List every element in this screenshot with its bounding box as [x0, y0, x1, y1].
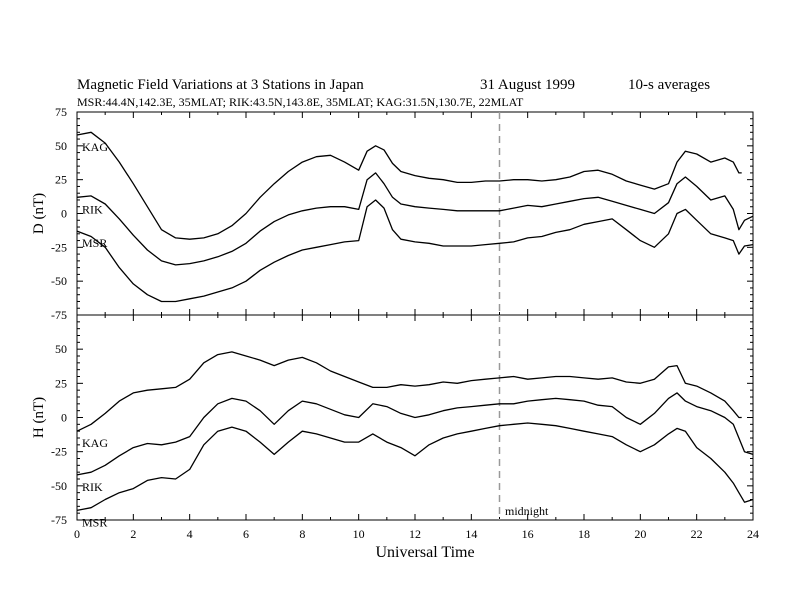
h-series-label-kag: KAG	[82, 436, 108, 450]
d-y-tick-label: 25	[55, 173, 67, 187]
d-series-rik	[76, 172, 754, 266]
x-tick-label: 6	[243, 527, 249, 541]
d-series-label-rik: RIK	[82, 202, 103, 216]
h-y-tick-label: 50	[55, 342, 67, 356]
chart-title: Magnetic Field Variations at 3 Stations …	[77, 77, 364, 93]
h-y-axis-label: H (nT)	[31, 397, 47, 438]
h-series-kag	[76, 351, 742, 432]
x-tick-label: 14	[465, 527, 477, 541]
x-tick-label: 2	[130, 527, 136, 541]
h-series-msr	[76, 422, 754, 512]
d-component-panel: 75 50 25 0 -25 -50 -75 D (nT) KAG RIK MSR	[31, 105, 754, 322]
x-tick-label: 4	[187, 527, 193, 541]
x-tick-label: 18	[578, 527, 590, 541]
x-tick-label: 22	[691, 527, 703, 541]
x-tick-label: 0	[74, 527, 80, 541]
h-y-tick-label: 0	[61, 411, 67, 425]
d-series-msr	[76, 199, 754, 303]
h-y-tick-label: 25	[55, 376, 67, 390]
h-series-label-msr: MSR	[82, 515, 107, 529]
x-tick-label: 20	[634, 527, 646, 541]
x-tick-label: 12	[409, 527, 421, 541]
h-series-label-rik: RIK	[82, 480, 103, 494]
d-series-kag	[76, 131, 742, 240]
x-axis-label: Universal Time	[375, 544, 474, 561]
d-y-tick-label: -25	[51, 240, 67, 254]
midnight-label: midnight	[505, 504, 549, 518]
d-y-tick-label: -50	[51, 274, 67, 288]
chart-subtitle: MSR:44.4N,142.3E, 35MLAT; RIK:43.5N,143.…	[77, 95, 524, 109]
x-tick-label: 8	[299, 527, 305, 541]
x-tick-label: 24	[747, 527, 759, 541]
d-panel-frame	[76, 111, 754, 316]
x-tick-label: 10	[353, 527, 365, 541]
chart-averaging-note: 10-s averages	[628, 77, 710, 93]
d-series-label-msr: MSR	[82, 236, 107, 250]
h-series-rik	[76, 392, 754, 476]
d-series-label-kag: KAG	[82, 140, 108, 154]
d-y-tick-label: 50	[55, 139, 67, 153]
h-y-tick-label: -50	[51, 479, 67, 493]
d-y-axis-label: D (nT)	[31, 193, 47, 234]
d-y-tick-label: 75	[55, 105, 67, 119]
d-y-tick-label: 0	[61, 207, 67, 221]
d-y-tick-label: -75	[51, 308, 67, 322]
h-y-tick-label: -25	[51, 445, 67, 459]
x-tick-label: 16	[522, 527, 534, 541]
chart-date: 31 August 1999	[480, 77, 575, 93]
h-y-tick-label: -75	[51, 513, 67, 527]
